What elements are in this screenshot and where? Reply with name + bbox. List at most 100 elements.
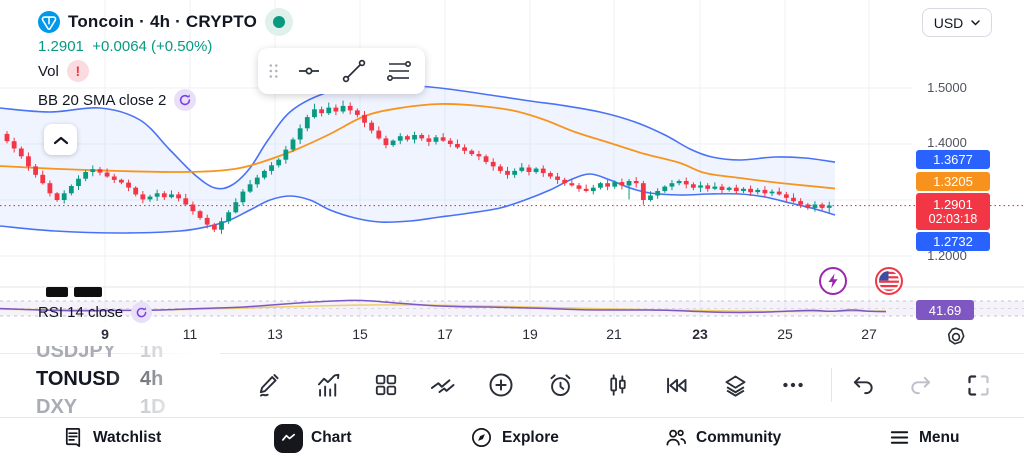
nav-chart[interactable]: Chart — [311, 429, 352, 446]
symbol-title[interactable]: Toncoin · 4h · CRYPTO — [68, 12, 257, 31]
alarm-clock-icon — [550, 373, 570, 396]
fib-retracement-icon — [387, 60, 412, 81]
watchlist-icon[interactable] — [62, 426, 85, 449]
compare-zigzag-icon — [430, 379, 455, 393]
bollinger-indicator-label[interactable]: BB 20 SMA close 2 — [38, 91, 167, 109]
layout-templates-button[interactable] — [366, 365, 406, 405]
community-icon[interactable] — [664, 426, 688, 449]
price-tick-label: 1.2000 — [927, 248, 967, 263]
fade-overlay — [106, 346, 220, 414]
watermark-fragment — [74, 287, 102, 297]
replay-button[interactable] — [656, 365, 696, 405]
more-options-button[interactable] — [773, 365, 813, 405]
time-axis-label: 21 — [606, 326, 622, 342]
compare-button[interactable] — [423, 365, 463, 405]
alerts-button[interactable] — [540, 365, 580, 405]
sync-icon — [136, 307, 147, 318]
draw-tools-button[interactable] — [250, 365, 290, 405]
toncoin-logo — [38, 11, 60, 33]
nav-community[interactable]: Community — [696, 429, 782, 446]
time-axis-label: 11 — [182, 326, 198, 342]
last-price: 1.2901 — [38, 38, 84, 55]
economic-event-usflag-button[interactable] — [874, 266, 904, 296]
market-status-indicator[interactable] — [265, 8, 293, 36]
volume-error-icon[interactable]: ! — [66, 60, 89, 82]
nav-explore[interactable]: Explore — [502, 429, 559, 446]
time-axis-label: 23 — [692, 326, 708, 342]
layers-icon — [725, 375, 745, 397]
chart-tab-active-chip[interactable] — [274, 424, 303, 453]
grid-layout-icon — [375, 374, 397, 396]
price-change-line: 1.2901 +0.0064 (+0.50%) — [38, 38, 212, 55]
chevron-down-icon — [971, 19, 981, 26]
trend-line-tool-button[interactable] — [338, 54, 369, 88]
ellipsis-icon — [783, 382, 803, 388]
indicators-button[interactable] — [308, 365, 348, 405]
pencil-icon — [259, 373, 279, 397]
last-price-badge: 1.2901 02:03:18 — [916, 193, 990, 230]
bb-upper-price-badge: 1.3677 — [916, 150, 990, 169]
last-price-value: 1.2901 — [933, 196, 973, 212]
time-axis-label: 15 — [352, 326, 368, 342]
symbol-name: TONUSD — [36, 367, 121, 390]
divider — [0, 353, 1024, 354]
price-change: +0.0064 (+0.50%) — [92, 38, 213, 55]
rewind-icon — [666, 377, 686, 393]
time-axis-label: 25 — [777, 326, 793, 342]
time-axis-label: 13 — [267, 326, 283, 342]
redo-button[interactable] — [901, 365, 941, 405]
price-tick-label: 1.5000 — [927, 80, 967, 95]
fullscreen-button[interactable] — [958, 365, 998, 405]
market-open-dot — [273, 16, 285, 28]
toolbar-separator — [831, 368, 832, 402]
price-chart[interactable] — [0, 0, 1024, 353]
object-tree-button[interactable] — [715, 365, 755, 405]
bottom-navigation — [0, 417, 1024, 461]
symbol-name: DXY — [36, 395, 78, 415]
chevron-up-icon — [53, 136, 68, 144]
drag-handle-icon[interactable] — [268, 62, 279, 80]
price-tick-label: 1.4000 — [927, 135, 967, 150]
currency-value: USD — [933, 14, 964, 31]
explore-icon[interactable] — [470, 426, 493, 449]
time-axis-label: 19 — [522, 326, 538, 342]
menu-icon[interactable] — [888, 426, 911, 449]
bb-middle-price-badge: 1.3205 — [916, 172, 990, 191]
event-lightning-button[interactable] — [818, 266, 848, 296]
undo-arrow-icon — [853, 376, 873, 395]
us-flag-icon — [875, 267, 903, 295]
bar-countdown: 02:03:18 — [928, 211, 978, 226]
quick-drawing-toolbar — [258, 48, 425, 94]
fullscreen-icon — [967, 374, 989, 396]
time-axis-label: 17 — [437, 326, 453, 342]
time-axis-label: 9 — [101, 326, 109, 342]
fib-retracement-tool-button[interactable] — [384, 54, 415, 88]
trend-line-icon — [342, 59, 366, 83]
bb-lower-price-badge: 1.2732 — [916, 232, 990, 251]
currency-selector[interactable]: USD — [922, 8, 992, 37]
indicator-loading-icon[interactable] — [174, 89, 197, 111]
nav-watchlist[interactable]: Watchlist — [93, 429, 162, 446]
lightning-icon — [819, 267, 847, 295]
plus-circle-icon — [489, 373, 513, 397]
volume-indicator-label[interactable]: Vol — [38, 62, 59, 80]
expand-panel-button[interactable] — [44, 124, 77, 155]
nav-menu[interactable]: Menu — [919, 429, 960, 446]
horizontal-line-tool-button[interactable] — [293, 54, 324, 88]
axis-settings-button[interactable] — [944, 325, 968, 349]
indicators-chart-icon — [317, 373, 339, 397]
undo-button[interactable] — [843, 365, 883, 405]
sync-icon — [180, 94, 191, 106]
chart-line-icon — [281, 433, 296, 441]
rsi-value-badge: 41.69 — [916, 300, 974, 320]
time-axis-label: 27 — [861, 326, 877, 342]
candlesticks-icon — [610, 374, 626, 396]
rsi-loading-icon[interactable] — [131, 302, 153, 323]
time-axis[interactable]: 9 11 13 15 17 19 21 23 25 27 — [0, 326, 1024, 348]
rsi-indicator-label[interactable]: RSI 14 close — [38, 304, 124, 321]
symbol-switcher-list: USDJPY 1h TONUSD 4h DXY 1D — [36, 346, 220, 414]
chart-type-button[interactable] — [598, 365, 638, 405]
watermark-fragment — [46, 287, 68, 297]
add-button[interactable] — [481, 365, 521, 405]
